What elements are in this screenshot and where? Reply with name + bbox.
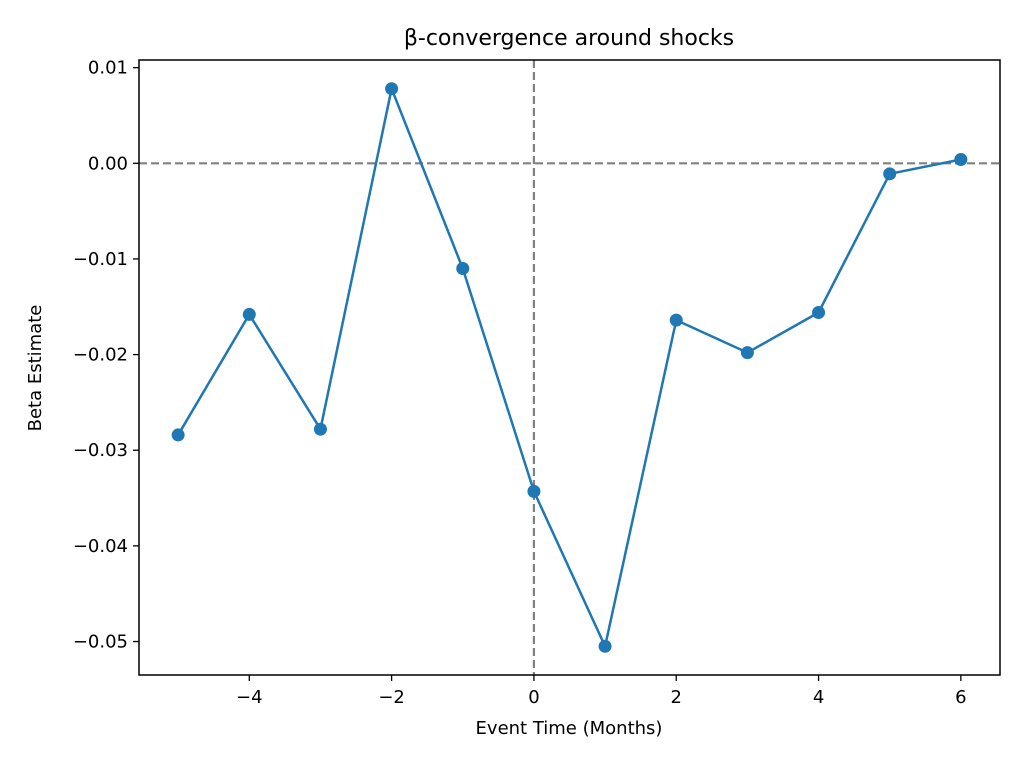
data-point [313, 422, 327, 436]
data-point [740, 346, 754, 360]
y-tick-label: −0.03 [73, 440, 128, 461]
series-layer [171, 82, 968, 653]
y-tick-label: −0.04 [73, 536, 128, 557]
data-point [456, 262, 470, 276]
data-point [171, 428, 185, 442]
data-point [385, 82, 399, 96]
y-tick-label: 0.00 [88, 153, 128, 174]
series-line [177, 87, 962, 648]
x-tick-label: 0 [528, 687, 539, 708]
x-tick-label: −4 [236, 687, 263, 708]
reference-lines [139, 60, 1000, 675]
data-point [598, 639, 612, 653]
x-tick-label: −2 [378, 687, 405, 708]
data-point [527, 484, 541, 498]
y-tick-label: 0.01 [88, 58, 128, 79]
x-axis-ticks: −4 −2 0 2 4 6 [236, 675, 967, 708]
data-point [954, 152, 968, 166]
y-tick-label: −0.05 [73, 632, 128, 653]
chart-title: β-convergence around shocks [404, 26, 734, 51]
y-axis-label: Beta Estimate [25, 305, 46, 432]
y-axis-ticks: 0.01 0.00 −0.01 −0.02 −0.03 −0.04 −0.05 [73, 58, 139, 653]
data-point [669, 313, 683, 327]
x-tick-label: 6 [955, 687, 966, 708]
x-tick-label: 4 [813, 687, 824, 708]
data-point [883, 167, 897, 181]
y-tick-label: −0.02 [73, 345, 128, 366]
data-point [242, 307, 256, 321]
data-point [812, 306, 826, 320]
x-axis-label: Event Time (Months) [476, 718, 663, 739]
y-tick-label: −0.01 [73, 249, 128, 270]
x-tick-label: 2 [671, 687, 682, 708]
plot-frame [138, 59, 1001, 676]
